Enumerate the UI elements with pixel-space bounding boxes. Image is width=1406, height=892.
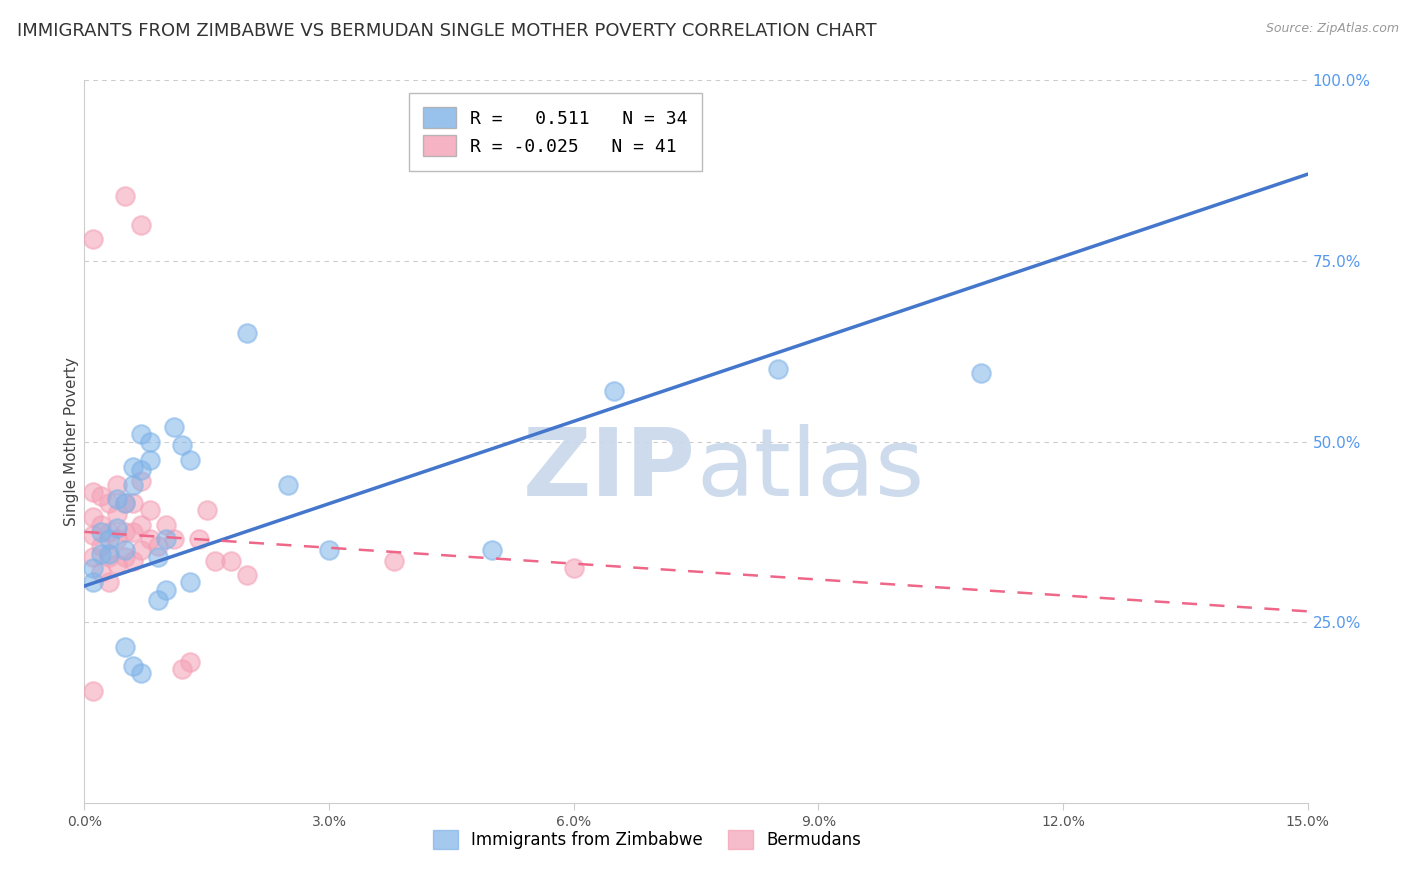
Point	[179, 655, 201, 669]
Point	[603, 384, 626, 398]
Point	[105, 492, 128, 507]
Point	[90, 489, 112, 503]
Point	[138, 532, 160, 546]
Point	[562, 561, 585, 575]
Point	[82, 528, 104, 542]
Point	[163, 532, 186, 546]
Point	[122, 524, 145, 539]
Point	[114, 496, 136, 510]
Legend: Immigrants from Zimbabwe, Bermudans: Immigrants from Zimbabwe, Bermudans	[426, 823, 868, 856]
Point	[179, 452, 201, 467]
Point	[766, 362, 789, 376]
Point	[179, 575, 201, 590]
Point	[90, 539, 112, 553]
Point	[105, 532, 128, 546]
Point	[122, 658, 145, 673]
Point	[236, 326, 259, 340]
Point	[187, 532, 209, 546]
Point	[122, 496, 145, 510]
Point	[114, 524, 136, 539]
Text: IMMIGRANTS FROM ZIMBABWE VS BERMUDAN SINGLE MOTHER POVERTY CORRELATION CHART: IMMIGRANTS FROM ZIMBABWE VS BERMUDAN SIN…	[17, 22, 876, 40]
Point	[131, 463, 153, 477]
Point	[114, 542, 136, 557]
Point	[131, 517, 153, 532]
Point	[481, 542, 503, 557]
Point	[105, 507, 128, 521]
Point	[970, 366, 993, 380]
Point	[122, 478, 145, 492]
Point	[97, 532, 120, 546]
Point	[90, 517, 112, 532]
Point	[131, 218, 153, 232]
Point	[114, 189, 136, 203]
Point	[195, 503, 218, 517]
Point	[97, 550, 120, 565]
Point	[114, 640, 136, 655]
Point	[131, 542, 153, 557]
Point	[138, 503, 160, 517]
Point	[146, 539, 169, 553]
Point	[318, 542, 340, 557]
Point	[236, 568, 259, 582]
Point	[82, 575, 104, 590]
Point	[90, 524, 112, 539]
Point	[204, 554, 226, 568]
Point	[146, 550, 169, 565]
Point	[82, 510, 104, 524]
Point	[155, 582, 177, 597]
Point	[146, 593, 169, 607]
Point	[131, 665, 153, 680]
Point	[172, 438, 194, 452]
Point	[131, 427, 153, 442]
Point	[97, 547, 120, 561]
Point	[90, 547, 112, 561]
Point	[382, 554, 405, 568]
Point	[97, 496, 120, 510]
Point	[155, 517, 177, 532]
Y-axis label: Single Mother Poverty: Single Mother Poverty	[63, 357, 79, 526]
Text: atlas: atlas	[696, 425, 924, 516]
Point	[114, 496, 136, 510]
Point	[163, 420, 186, 434]
Text: ZIP: ZIP	[523, 425, 696, 516]
Point	[131, 475, 153, 489]
Point	[219, 554, 242, 568]
Point	[172, 662, 194, 676]
Point	[90, 565, 112, 579]
Point	[138, 452, 160, 467]
Point	[122, 459, 145, 474]
Point	[105, 521, 128, 535]
Point	[82, 561, 104, 575]
Point	[82, 232, 104, 246]
Point	[97, 575, 120, 590]
Text: Source: ZipAtlas.com: Source: ZipAtlas.com	[1265, 22, 1399, 36]
Point	[82, 485, 104, 500]
Point	[122, 554, 145, 568]
Point	[114, 550, 136, 565]
Point	[138, 434, 160, 449]
Point	[82, 550, 104, 565]
Point	[105, 478, 128, 492]
Point	[82, 683, 104, 698]
Point	[155, 532, 177, 546]
Point	[105, 558, 128, 572]
Point	[97, 524, 120, 539]
Point	[277, 478, 299, 492]
